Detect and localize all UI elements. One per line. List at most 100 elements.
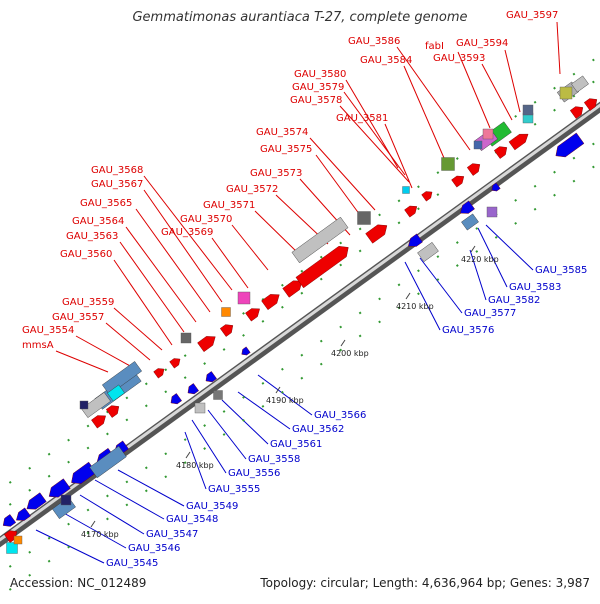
gene-label: GAU_3560 <box>60 249 112 260</box>
feature-box <box>89 445 127 479</box>
feature-square <box>237 291 251 305</box>
gene-label: GAU_3593 <box>433 53 485 64</box>
gene-label: GAU_3582 <box>488 295 540 306</box>
reverse-gene-arrow <box>460 200 475 214</box>
scale-tick <box>340 339 346 347</box>
forward-gene-arrow <box>421 191 433 202</box>
label-connector <box>231 224 269 271</box>
forward-gene-arrow <box>295 246 349 289</box>
feature-square <box>6 542 18 554</box>
forward-gene-arrow <box>245 308 260 322</box>
label-connector <box>343 91 406 176</box>
gene-label: GAU_3569 <box>161 227 213 238</box>
label-connector <box>113 259 173 346</box>
reverse-gene-arrow <box>187 383 199 395</box>
gene-label: GAU_3585 <box>535 265 587 276</box>
gene-label: GAU_3567 <box>91 179 143 190</box>
forward-gene-arrow <box>261 294 280 311</box>
scale-tick-label: 4180 kbp <box>176 461 214 470</box>
label-connector <box>113 307 163 351</box>
label-connector <box>35 529 105 564</box>
reverse-gene-arrow <box>408 233 423 247</box>
feature-square <box>180 332 192 344</box>
gene-label: GAU_3575 <box>260 144 312 155</box>
label-connector <box>457 51 491 129</box>
forward-gene-arrow <box>466 163 481 176</box>
label-connector <box>117 469 185 507</box>
gene-label: GAU_3559 <box>62 297 114 308</box>
label-connector <box>207 409 247 460</box>
gene-label: GAU_3554 <box>22 325 74 336</box>
forward-gene-arrow <box>105 405 120 418</box>
scale-tick <box>405 292 411 300</box>
forward-gene-arrow <box>404 205 418 218</box>
map-title: Gemmatimonas aurantiaca T-27, complete g… <box>132 10 468 25</box>
gene-label: GAU_3561 <box>270 439 322 450</box>
label-connector <box>105 322 151 361</box>
label-connector <box>485 224 534 271</box>
feature-square <box>213 390 223 400</box>
scale-tick-label: 4170 kbp <box>81 530 119 539</box>
forward-gene-arrow <box>91 415 106 429</box>
accession-text: Accession: NC_012489 <box>10 576 147 590</box>
gene-label: GAU_3557 <box>52 312 104 323</box>
label-connector <box>94 479 165 520</box>
feature-box <box>102 361 142 395</box>
gene-label: GAU_3562 <box>292 424 344 435</box>
label-connector <box>75 335 133 368</box>
reverse-gene-arrow <box>26 492 47 510</box>
label-connector <box>396 46 471 151</box>
label-connector <box>339 105 410 183</box>
reverse-gene-arrow <box>48 478 71 498</box>
feature-square <box>194 402 206 414</box>
gene-label: GAU_3563 <box>66 231 118 242</box>
feature-square <box>221 307 231 317</box>
label-connector <box>125 226 197 323</box>
feature-square <box>60 494 72 506</box>
label-connector <box>477 227 508 288</box>
label-connector <box>469 249 487 301</box>
gene-label: GAU_3573 <box>250 168 302 179</box>
scale-tick <box>185 451 191 459</box>
label-connector <box>143 175 233 291</box>
gene-label: GAU_3574 <box>256 127 308 138</box>
reverse-gene-arrow <box>491 182 501 192</box>
forward-gene-arrow <box>493 146 508 159</box>
gene-label: GAU_3597 <box>506 10 558 21</box>
gene-label: mmsA <box>22 340 54 351</box>
feature-square <box>79 400 89 410</box>
gene-label: GAU_3546 <box>128 543 180 554</box>
gene-label: GAU_3581 <box>336 113 388 124</box>
gene-label: GAU_3583 <box>509 282 561 293</box>
feature-square <box>559 86 573 100</box>
label-connector <box>315 154 361 216</box>
gene-label: GAU_3549 <box>186 501 238 512</box>
scale-tick <box>90 520 96 528</box>
forward-gene-arrow <box>3 530 18 543</box>
forward-gene-arrow <box>219 324 234 337</box>
feature-square <box>486 206 498 218</box>
scale-tick-label: 4220 kbp <box>461 255 499 264</box>
reverse-gene-arrow <box>555 132 585 158</box>
label-connector <box>135 208 211 313</box>
gene-label: GAU_3555 <box>208 484 260 495</box>
label-connector <box>61 511 127 549</box>
gene-label: GAU_3547 <box>146 529 198 540</box>
scale-tick-label: 4200 kbp <box>331 349 369 358</box>
gene-label: GAU_3586 <box>348 36 400 47</box>
gene-label: GAU_3545 <box>106 558 158 569</box>
forward-gene-arrow <box>282 280 303 298</box>
scale-tick-label: 4190 kbp <box>266 396 304 405</box>
feature-square <box>13 535 23 545</box>
feature-box <box>417 241 439 263</box>
label-connector <box>481 63 513 121</box>
gene-label: GAU_3564 <box>72 216 124 227</box>
label-connector <box>143 189 223 303</box>
forward-gene-arrow <box>451 175 465 188</box>
scale-tick <box>470 245 476 253</box>
feature-box <box>107 384 125 402</box>
reverse-gene-arrow <box>16 507 31 521</box>
reverse-gene-arrow <box>205 371 217 383</box>
feature-box <box>291 216 349 264</box>
